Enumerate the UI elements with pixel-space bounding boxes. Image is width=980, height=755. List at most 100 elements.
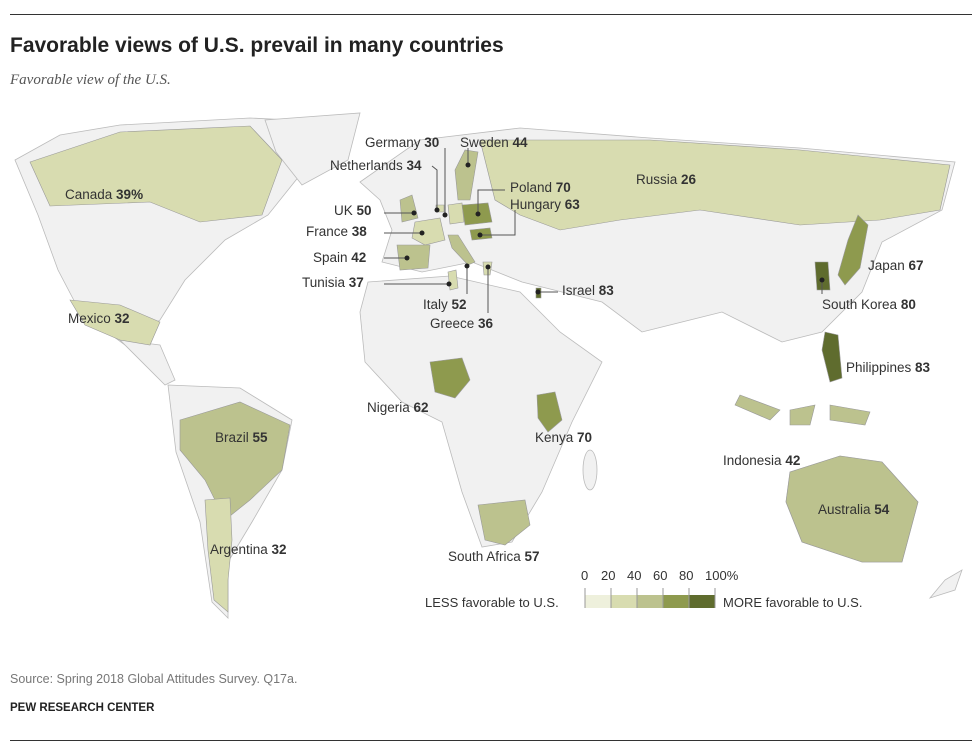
country-label-nigeria: Nigeria 62: [367, 400, 429, 415]
country-name: Sweden: [460, 135, 513, 150]
country-shape-mexico: [69, 299, 161, 346]
organization-name: PEW RESEARCH CENTER: [10, 702, 155, 714]
country-value: 52: [451, 297, 467, 312]
leader-line-netherlands: [431, 165, 438, 210]
legend-tick-label: 40: [627, 568, 642, 583]
chart-title: Favorable views of U.S. prevail in many …: [10, 34, 504, 57]
legend-swatch-1: [611, 595, 637, 608]
africa: [359, 275, 603, 548]
country-name: Russia: [636, 172, 682, 187]
central-america: [118, 339, 176, 386]
country-shape-south-korea: [814, 261, 831, 291]
country-label-sweden: Sweden 44: [460, 135, 528, 150]
country-name: Japan: [868, 258, 909, 273]
country-name: Nigeria: [367, 400, 414, 415]
country-label-hungary: Hungary 63: [510, 197, 580, 212]
country-value: 34: [406, 158, 422, 173]
country-value: 38: [351, 224, 367, 239]
country-name: UK: [334, 203, 357, 218]
country-name: Netherlands: [330, 158, 407, 173]
legend-swatch-4: [689, 595, 715, 608]
country-value: 44: [512, 135, 528, 150]
country-label-israel: Israel 83: [562, 283, 614, 298]
country-shape-tunisia: [447, 269, 459, 291]
legend-swatch-2: [637, 595, 663, 608]
country-name: South Korea: [822, 297, 901, 312]
country-marker-hungary: [477, 232, 483, 238]
country-label-mexico: Mexico 32: [68, 311, 130, 326]
country-name: France: [306, 224, 352, 239]
country-name: Spain: [313, 250, 352, 265]
country-name: Greece: [430, 316, 479, 331]
country-value: 83: [915, 360, 931, 375]
country-value: 62: [413, 400, 429, 415]
country-value: 37: [348, 275, 364, 290]
country-label-germany: Germany 30: [365, 135, 439, 150]
country-label-canada: Canada 39%: [65, 187, 143, 202]
country-name: Canada: [65, 187, 117, 202]
country-label-philippines: Philippines 83: [846, 360, 930, 375]
country-marker-spain: [404, 255, 410, 261]
legend-tick-label: 80: [679, 568, 694, 583]
country-value: 80: [900, 297, 916, 312]
country-value: 55: [252, 430, 268, 445]
country-name: Hungary: [510, 197, 565, 212]
country-marker-italy: [464, 263, 470, 269]
country-label-greece: Greece 36: [430, 316, 493, 331]
country-label-south-korea: South Korea 80: [822, 297, 916, 312]
country-label-france: France 38: [306, 224, 367, 239]
country-label-argentina: Argentina 32: [210, 542, 287, 557]
country-value: 32: [271, 542, 287, 557]
legend-swatch-0: [585, 595, 611, 608]
country-value: 70: [555, 180, 571, 195]
leader-line-poland: [477, 189, 505, 214]
country-shape-italy: [447, 234, 476, 266]
country-label-uk: UK 50: [334, 203, 372, 218]
country-label-poland: Poland 70: [510, 180, 571, 195]
country-shape-canada: [29, 125, 283, 223]
country-name: Kenya: [535, 430, 578, 445]
country-shape-nigeria: [429, 357, 471, 399]
madagascar: [582, 449, 598, 491]
country-shape-indonesia: [789, 404, 816, 426]
leader-line-hungary: [480, 210, 516, 236]
country-value: 36: [478, 316, 494, 331]
legend-swatch-3: [663, 595, 689, 608]
country-label-russia: Russia 26: [636, 172, 696, 187]
country-shape-spain: [396, 244, 431, 271]
country-value: 54: [874, 502, 890, 517]
country-label-brazil: Brazil 55: [215, 430, 268, 445]
country-shape-indonesia: [734, 394, 781, 421]
country-label-japan: Japan 67: [868, 258, 924, 273]
country-shape-sweden: [454, 149, 479, 201]
country-shape-australia: [785, 455, 919, 563]
source-note: Source: Spring 2018 Global Attitudes Sur…: [10, 672, 298, 686]
country-name: South Africa: [448, 549, 525, 564]
country-marker-greece: [485, 264, 491, 270]
country-shape-argentina: [204, 497, 233, 613]
top-rule: [10, 14, 972, 15]
country-marker-poland: [475, 211, 481, 217]
legend-more-label: MORE favorable to U.S.: [723, 595, 863, 610]
country-name: Tunisia: [302, 275, 349, 290]
country-shape-indonesia: [829, 404, 871, 426]
bottom-rule: [10, 740, 972, 741]
country-shape-japan: [837, 214, 869, 286]
country-name: Argentina: [210, 542, 272, 557]
country-name: Germany: [365, 135, 425, 150]
country-marker-uk: [411, 210, 417, 216]
country-name: Brazil: [215, 430, 253, 445]
country-value: 30: [424, 135, 440, 150]
country-marker-france: [419, 230, 425, 236]
country-name: Italy: [423, 297, 452, 312]
country-label-south-africa: South Africa 57: [448, 549, 540, 564]
country-name: Indonesia: [723, 453, 786, 468]
country-name: Australia: [818, 502, 875, 517]
country-name: Mexico: [68, 311, 115, 326]
country-value: 32: [114, 311, 130, 326]
country-label-spain: Spain 42: [313, 250, 366, 265]
country-marker-south-korea: [819, 277, 825, 283]
country-shape-kenya: [536, 391, 563, 433]
country-value: 67: [908, 258, 924, 273]
